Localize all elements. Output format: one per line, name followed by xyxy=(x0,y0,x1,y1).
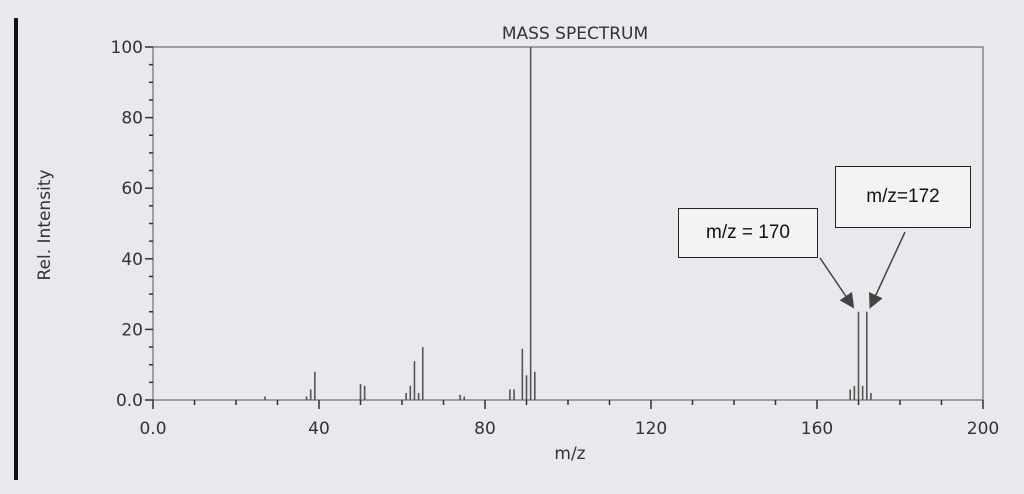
x-tick-label: 200 xyxy=(967,419,999,439)
x-tick-label: 120 xyxy=(635,419,667,439)
y-tick-label: 0.0 xyxy=(116,391,143,411)
annotation-mz-172: m/z=172 xyxy=(835,166,971,228)
x-tick-label: 160 xyxy=(801,419,833,439)
arrow-to-mz-170 xyxy=(819,257,855,309)
x-tick-label: 80 xyxy=(474,419,496,439)
x-tick-label: 0.0 xyxy=(139,419,166,439)
y-tick-label: 80 xyxy=(121,109,143,129)
y-tick-label: 100 xyxy=(111,38,143,58)
page-edge-bar xyxy=(14,18,18,480)
y-tick-label: 60 xyxy=(121,179,143,199)
y-axis-label: Rel. Intensity xyxy=(35,169,55,280)
y-tick-label: 40 xyxy=(121,250,143,270)
x-tick-label: 40 xyxy=(308,419,330,439)
y-tick-label: 20 xyxy=(121,320,143,340)
chart-title: MASS SPECTRUM xyxy=(502,24,648,44)
annotation-mz-170: m/z = 170 xyxy=(678,208,818,258)
x-axis-label: m/z xyxy=(554,444,585,464)
arrow-to-mz-172 xyxy=(869,231,906,309)
